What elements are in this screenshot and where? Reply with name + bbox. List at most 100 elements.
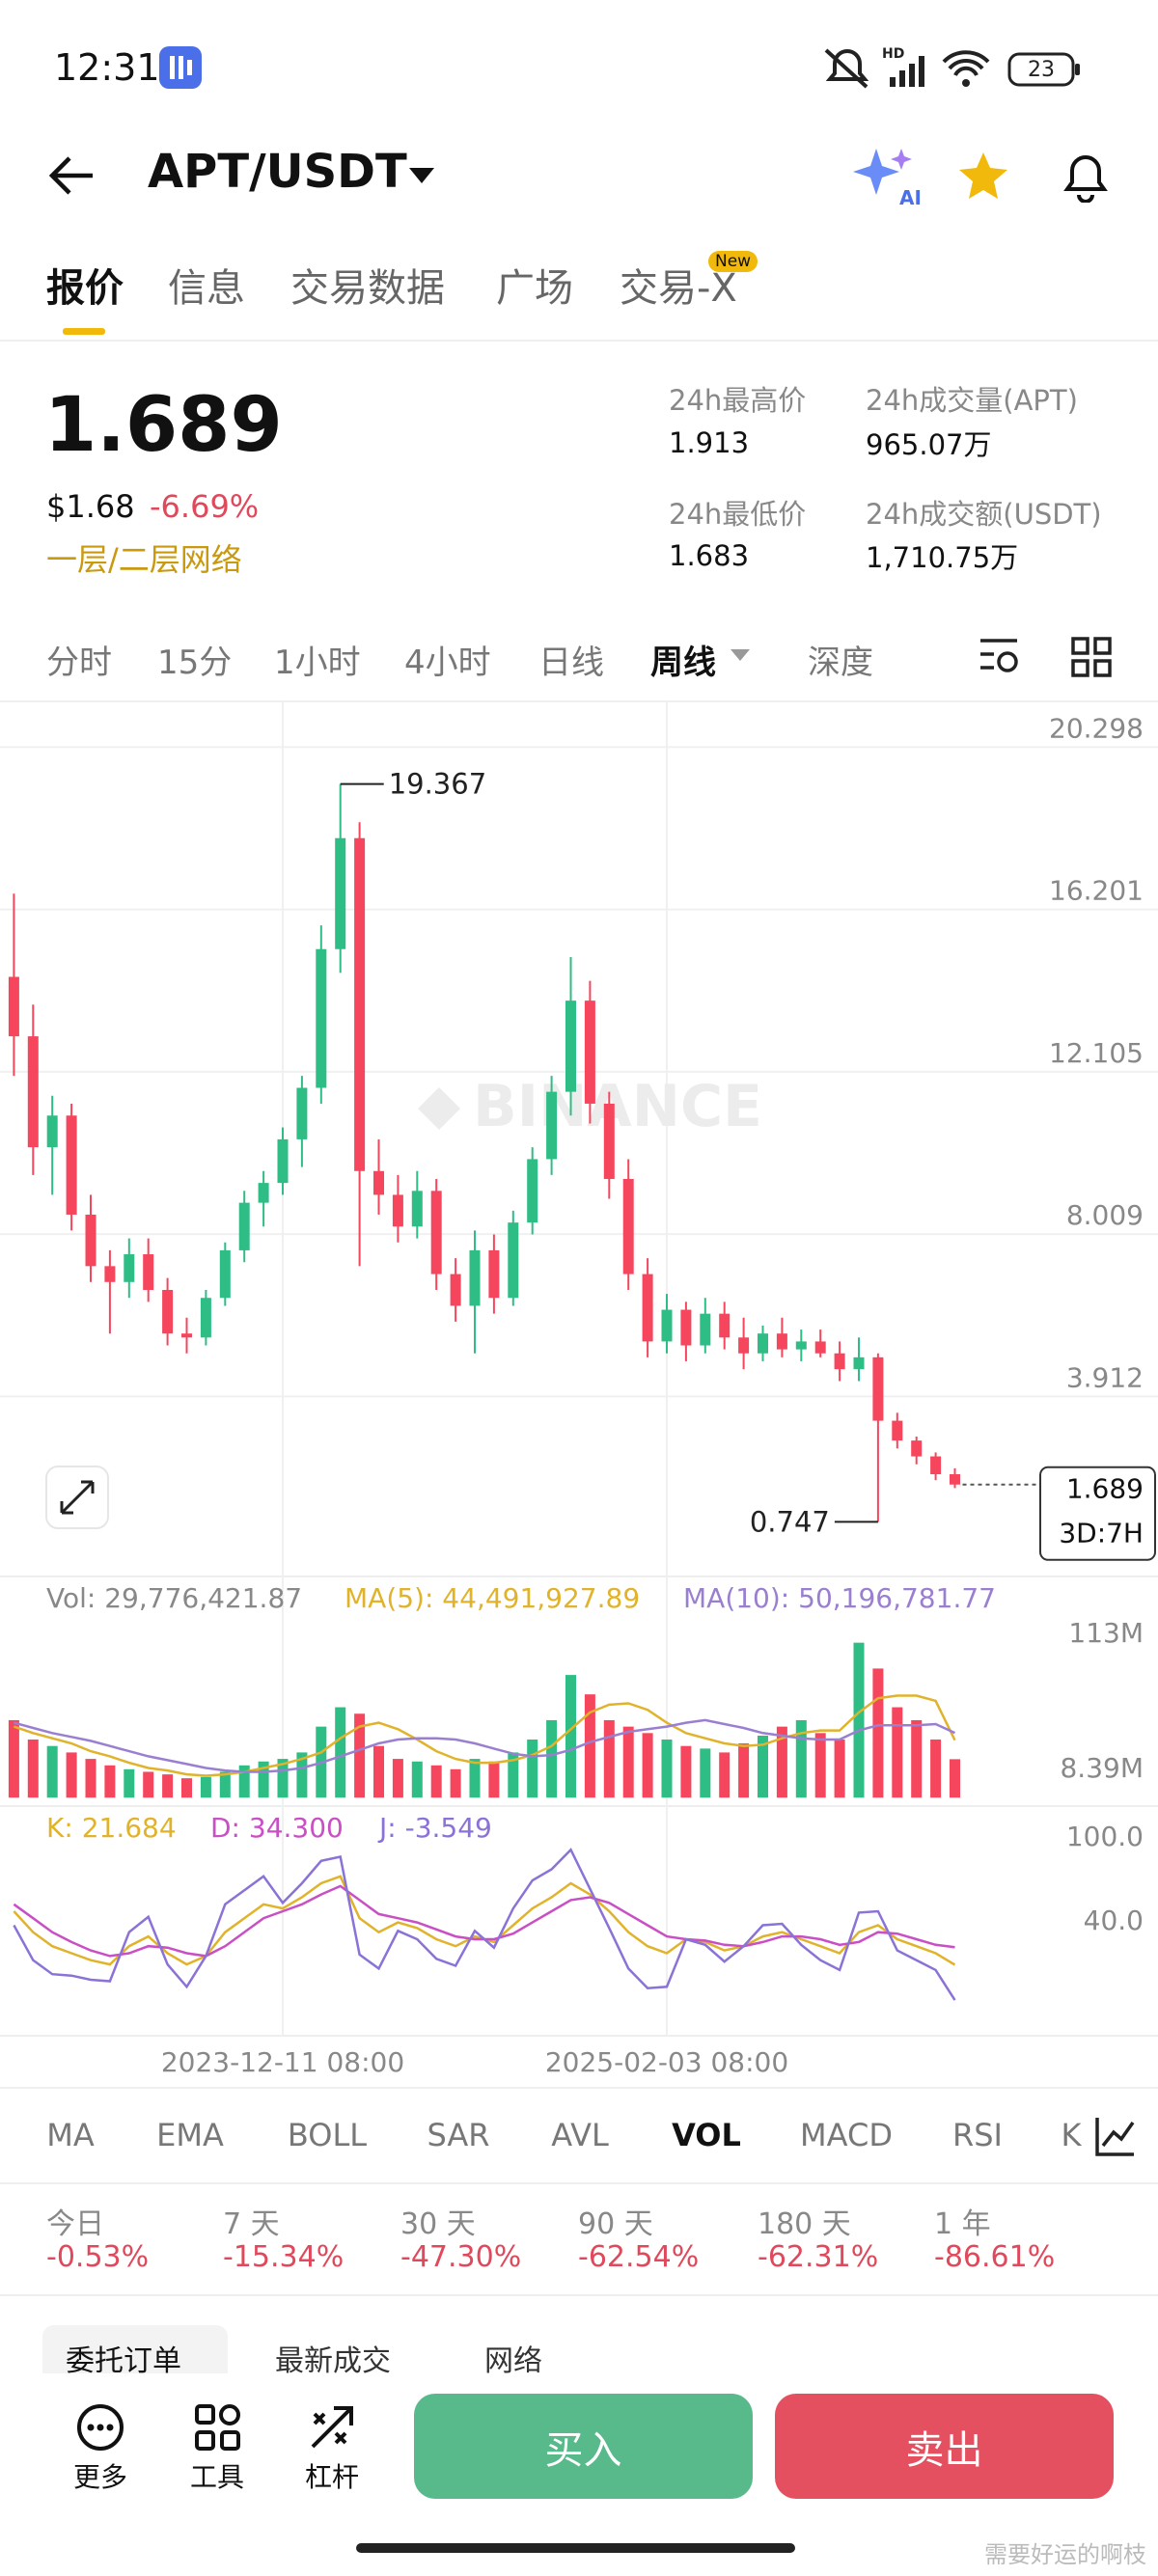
tab[interactable]: 广场 bbox=[496, 266, 573, 311]
timeframe[interactable]: 日线 bbox=[538, 644, 604, 682]
home-indicator bbox=[356, 2543, 795, 2553]
period-label: 180 天 bbox=[758, 2207, 851, 2241]
sell-button[interactable]: 卖出 bbox=[775, 2394, 1114, 2499]
period-change: -47.30% bbox=[400, 2240, 522, 2274]
volume-bar bbox=[508, 1752, 519, 1798]
price-change: -6.69% bbox=[150, 488, 260, 525]
volume-bar bbox=[430, 1765, 442, 1798]
stat-label: 24h最高价 bbox=[669, 384, 807, 417]
volume-bar bbox=[124, 1768, 135, 1798]
indicator-tab[interactable]: RSI bbox=[952, 2117, 1003, 2153]
candle-body bbox=[872, 1357, 884, 1421]
candle-body bbox=[795, 1341, 807, 1350]
indicator-tab[interactable]: K bbox=[1061, 2117, 1082, 2153]
volume-bar bbox=[584, 1694, 595, 1798]
candle-body bbox=[411, 1191, 423, 1227]
y-tick-label: 100.0 bbox=[1066, 1821, 1144, 1852]
candle-body bbox=[758, 1333, 768, 1354]
tool-label[interactable]: 工具 bbox=[189, 2461, 245, 2493]
order-tab[interactable]: 最新成交 bbox=[275, 2344, 391, 2378]
tool-label[interactable]: 杠杆 bbox=[304, 2461, 360, 2493]
candle-body bbox=[814, 1341, 826, 1354]
volume-bar bbox=[258, 1761, 269, 1798]
network-tag[interactable]: 一层/二层网络 bbox=[46, 541, 242, 578]
tab[interactable]: 交易数据 bbox=[290, 266, 445, 311]
stat-value: 965.07万 bbox=[866, 428, 992, 461]
volume-bar bbox=[296, 1752, 308, 1798]
ai-button[interactable]: AI bbox=[853, 145, 921, 208]
tools-icon[interactable] bbox=[193, 2402, 243, 2453]
high-label: 19.367 bbox=[389, 768, 486, 801]
volume-bar bbox=[700, 1748, 711, 1798]
candle-body bbox=[892, 1420, 903, 1441]
indicator-label: Vol: 29,776,421.87 bbox=[46, 1582, 302, 1614]
volume-bar bbox=[181, 1778, 192, 1798]
chart-settings-button[interactable] bbox=[979, 635, 1023, 675]
order-tab[interactable]: 网络 bbox=[484, 2344, 542, 2378]
indicator-tab[interactable]: BOLL bbox=[287, 2117, 368, 2153]
leverage-icon[interactable] bbox=[307, 2402, 357, 2453]
timeframe[interactable]: 4小时 bbox=[404, 644, 491, 682]
volume-bar bbox=[104, 1765, 116, 1798]
volume-bar bbox=[795, 1719, 807, 1798]
indicator-label: J: -3.549 bbox=[377, 1812, 492, 1844]
stat-label: 24h最低价 bbox=[669, 498, 807, 531]
indicator-tab[interactable]: MACD bbox=[800, 2117, 893, 2153]
candle-body bbox=[296, 1087, 308, 1139]
buy-button[interactable]: 买入 bbox=[414, 2394, 753, 2499]
volume-bar bbox=[219, 1771, 231, 1798]
timeframe[interactable]: 深度 bbox=[808, 644, 873, 682]
favorite-star[interactable] bbox=[957, 151, 1009, 201]
indicator-tab[interactable]: VOL bbox=[672, 2117, 741, 2153]
candle-body bbox=[776, 1333, 787, 1350]
indicator-tab[interactable]: MA bbox=[46, 2117, 95, 2153]
usd-price: $1.68 bbox=[46, 488, 135, 525]
timeframe[interactable]: 周线 bbox=[650, 644, 716, 682]
y-tick-label: 3.912 bbox=[1066, 1361, 1144, 1393]
timeframe[interactable]: 15分 bbox=[157, 644, 233, 682]
timeframe-dropdown[interactable] bbox=[730, 648, 751, 662]
candle-body bbox=[565, 1000, 576, 1092]
volume-bar bbox=[27, 1740, 39, 1798]
volume-bar bbox=[892, 1707, 903, 1798]
kdj-line bbox=[13, 1848, 956, 2001]
order-tab[interactable]: 委托订单 bbox=[66, 2344, 181, 2378]
tool-label[interactable]: 更多 bbox=[72, 2461, 128, 2493]
pair-dropdown[interactable] bbox=[407, 166, 436, 185]
stat-value: 1,710.75万 bbox=[866, 541, 1019, 574]
candle-body bbox=[66, 1115, 77, 1215]
candle-body bbox=[392, 1194, 403, 1227]
candle-body bbox=[238, 1202, 250, 1250]
stat-label: 24h成交量(APT) bbox=[866, 384, 1078, 417]
y-tick-label: 16.201 bbox=[1049, 875, 1144, 907]
candle-body bbox=[469, 1249, 481, 1306]
tab[interactable]: 交易-X bbox=[620, 266, 737, 311]
layout-button[interactable] bbox=[1071, 637, 1112, 677]
candle-body bbox=[488, 1249, 500, 1299]
back-button[interactable] bbox=[46, 154, 96, 197]
y-tick-label: 113M bbox=[1068, 1617, 1144, 1649]
pair-title[interactable]: APT/USDT bbox=[148, 145, 407, 199]
indicator-tab[interactable]: SAR bbox=[427, 2117, 490, 2153]
tab[interactable]: 报价 bbox=[46, 266, 124, 311]
timeframe[interactable]: 分时 bbox=[46, 644, 112, 682]
status-time: 12:31 bbox=[54, 46, 160, 89]
timeframe[interactable]: 1小时 bbox=[274, 644, 361, 682]
indicator-tab[interactable]: EMA bbox=[156, 2117, 224, 2153]
countdown-label: 3D:7H bbox=[1059, 1518, 1144, 1549]
y-tick-label: 8.009 bbox=[1066, 1199, 1144, 1231]
indicator-settings[interactable] bbox=[1094, 2115, 1137, 2157]
volume-ma-line bbox=[14, 1694, 956, 1777]
notification-bell[interactable] bbox=[1060, 149, 1112, 203]
candle-body bbox=[700, 1313, 711, 1346]
y-tick-label: 40.0 bbox=[1084, 1905, 1144, 1936]
candle-body bbox=[124, 1254, 135, 1282]
tab[interactable]: 信息 bbox=[168, 266, 245, 311]
indicator-tab[interactable]: AVL bbox=[551, 2117, 609, 2153]
candle-body bbox=[642, 1274, 653, 1342]
more-icon[interactable] bbox=[75, 2402, 125, 2453]
period-label: 1 年 bbox=[934, 2207, 991, 2241]
candle-body bbox=[335, 837, 346, 949]
low-label: 0.747 bbox=[750, 1505, 830, 1538]
